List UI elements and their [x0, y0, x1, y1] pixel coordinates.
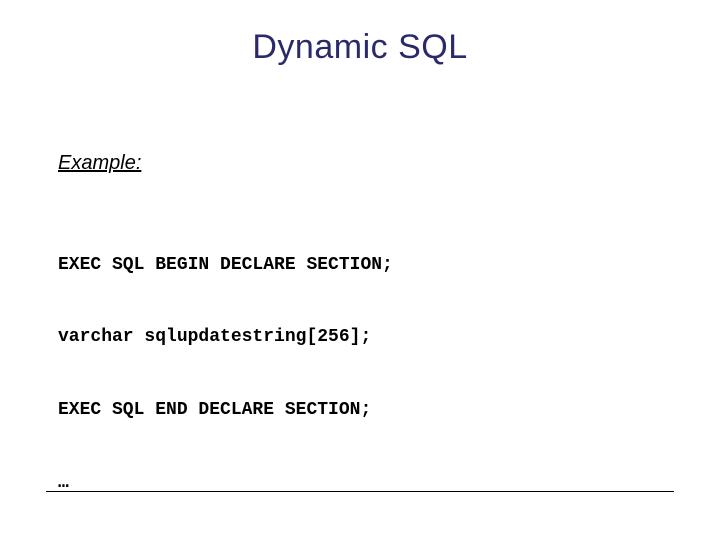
divider-line [46, 491, 674, 492]
example-label: Example: [58, 152, 141, 175]
code-line: varchar sqlupdatestring[256]; [58, 325, 598, 349]
code-line: EXEC SQL BEGIN DECLARE SECTION; [58, 253, 598, 277]
code-block: EXEC SQL BEGIN DECLARE SECTION; varchar … [58, 204, 598, 540]
slide-title: Dynamic SQL [0, 28, 720, 67]
slide: Dynamic SQL Example: EXEC SQL BEGIN DECL… [0, 0, 720, 540]
code-line: EXEC SQL END DECLARE SECTION; [58, 398, 598, 422]
